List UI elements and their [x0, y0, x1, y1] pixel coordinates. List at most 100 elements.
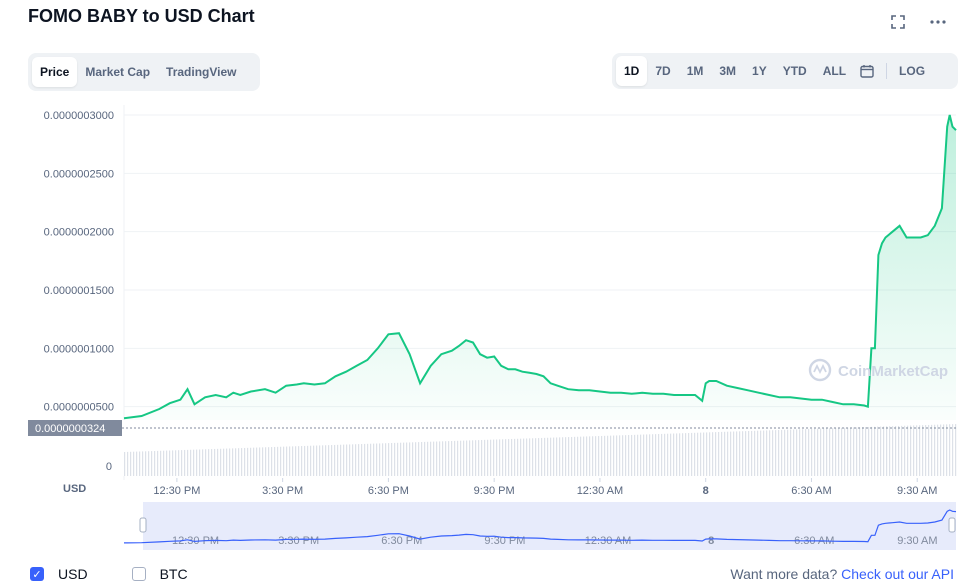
volume-bar — [694, 432, 696, 476]
volume-bar — [700, 432, 702, 476]
volume-bar — [259, 447, 261, 476]
volume-bar — [457, 440, 459, 476]
volume-bar — [472, 440, 474, 476]
x-tick-label: 9:30 PM — [474, 485, 515, 497]
volume-bar — [244, 447, 246, 476]
volume-bar — [427, 441, 429, 476]
volume-bar — [679, 433, 681, 476]
y-tick-label: 0.0000003000 — [44, 110, 114, 122]
navigator-tick-label: 8 — [708, 535, 714, 547]
x-tick-label: 9:30 AM — [897, 485, 937, 497]
volume-bar — [190, 449, 192, 476]
api-link[interactable]: Check out our API — [841, 566, 954, 582]
volume-bar — [373, 443, 375, 476]
volume-bar — [706, 432, 708, 476]
volume-bar — [709, 432, 711, 476]
volume-bar — [751, 430, 753, 476]
volume-bar — [352, 444, 354, 476]
volume-bar — [298, 446, 300, 476]
volume-bar — [241, 448, 243, 476]
tab-price[interactable]: Price — [32, 57, 78, 87]
volume-bar — [280, 446, 282, 476]
volume-bar — [151, 451, 153, 476]
volume-bar — [943, 424, 945, 476]
range-ytd[interactable]: YTD — [782, 64, 807, 78]
volume-bar — [529, 438, 531, 476]
volume-bar — [724, 431, 726, 476]
volume-bar — [316, 445, 318, 476]
volume-bar — [871, 426, 873, 476]
volume-bar — [895, 426, 897, 476]
more-horizontal-icon-glyph — [930, 20, 946, 24]
volume-bar — [424, 441, 426, 476]
volume-bar — [364, 443, 366, 476]
btc-checkbox[interactable] — [131, 567, 146, 581]
navigator-right-handle[interactable] — [948, 517, 956, 533]
volume-bar — [916, 425, 918, 476]
navigator-selection[interactable] — [143, 502, 956, 550]
volume-bar — [496, 439, 498, 476]
range-all[interactable]: ALL — [822, 64, 847, 78]
y-tick-label: 0.0000001000 — [44, 343, 114, 355]
volume-bar — [820, 428, 822, 476]
volume-bar — [595, 436, 597, 476]
tab-market-cap[interactable]: Market Cap — [85, 65, 151, 79]
api-promo: Want more data? Check out our API — [730, 566, 954, 582]
range-1y[interactable]: 1Y — [752, 64, 767, 78]
volume-bar — [442, 441, 444, 476]
volume-bar — [655, 434, 657, 476]
volume-bar — [232, 448, 234, 476]
volume-bar — [625, 435, 627, 476]
volume-bar — [382, 443, 384, 476]
volume-bar — [199, 449, 201, 476]
more-horizontal-icon[interactable] — [926, 10, 950, 34]
volume-bar — [604, 435, 606, 476]
volume-bar — [556, 437, 558, 476]
volume-bar — [583, 436, 585, 476]
volume-bar — [769, 430, 771, 476]
volume-bar — [628, 435, 630, 476]
volume-bar — [517, 438, 519, 476]
volume-bar — [868, 426, 870, 476]
volume-bar — [412, 442, 414, 476]
calendar-icon[interactable] — [854, 56, 880, 86]
volume-bar — [238, 448, 240, 476]
volume-bar — [652, 434, 654, 476]
tab-tradingview[interactable]: TradingView — [166, 65, 237, 79]
volume-bar — [811, 428, 813, 476]
range-1d[interactable]: 1D — [616, 56, 648, 86]
range-1m[interactable]: 1M — [686, 64, 704, 78]
volume-bar — [361, 444, 363, 476]
navigator[interactable]: 12:30 PM 3:30 PM 6:30 PM 9:30 PM 12:30 AM 8 6:… — [123, 502, 957, 550]
range-3m[interactable]: 3M — [719, 64, 737, 78]
volume-bar — [541, 437, 543, 476]
x-axis: 12:30 PM 3:30 PM 6:30 PM 9:30 PM 12:30 AM 8 6:… — [153, 478, 937, 497]
volume-bar — [253, 447, 255, 476]
volume-bar — [853, 427, 855, 476]
log-toggle[interactable]: LOG — [899, 64, 926, 78]
volume-bar — [319, 445, 321, 476]
volume-bar — [475, 440, 477, 476]
navigator-left-handle[interactable] — [139, 517, 147, 533]
volume-bar — [850, 427, 852, 476]
volume-bar — [841, 427, 843, 476]
volume-bar — [775, 430, 777, 476]
y-tick-label: 0.0000000500 — [44, 402, 114, 414]
volume-bar — [874, 426, 876, 476]
x-tick-label: 6:30 AM — [791, 485, 831, 497]
volume-bar — [568, 437, 570, 476]
volume-bar — [502, 439, 504, 476]
volume-bar — [247, 447, 249, 476]
volume-bar — [409, 442, 411, 476]
volume-bar — [802, 429, 804, 476]
volume-bar — [469, 440, 471, 476]
y-axis: 0.0000003000 0.0000002500 0.0000002000 0.00… — [44, 110, 114, 414]
range-7d[interactable]: 7D — [655, 64, 671, 78]
volume-bar — [463, 440, 465, 476]
volume-bar — [526, 438, 528, 476]
range-tabs: 1D 7D 1M 3M 1Y YTD ALL LOG — [612, 53, 958, 89]
expand-icon[interactable] — [886, 10, 910, 34]
volume-bar — [712, 432, 714, 476]
usd-checkbox[interactable]: ✓ — [30, 567, 44, 581]
